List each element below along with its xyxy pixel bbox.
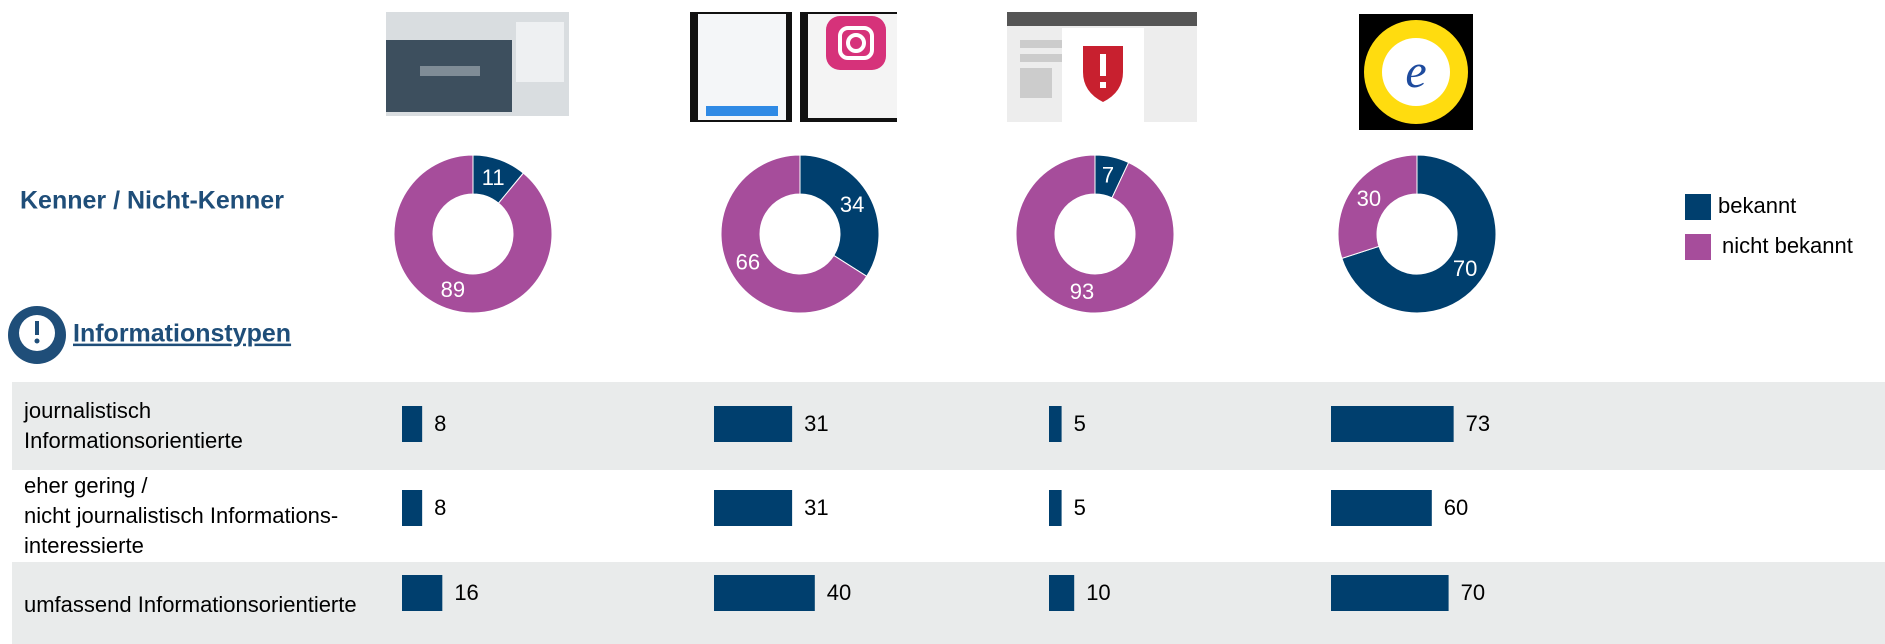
legend-label: nicht bekannt bbox=[1722, 233, 1853, 258]
donut-label: 66 bbox=[736, 249, 760, 274]
row-band bbox=[12, 562, 1885, 644]
bar-value-label: 31 bbox=[804, 411, 828, 436]
section-title: Informationstypen bbox=[73, 320, 291, 348]
donut-segment bbox=[393, 154, 553, 314]
bar bbox=[402, 406, 423, 442]
info-icon bbox=[35, 321, 39, 335]
svg-text:e: e bbox=[1405, 45, 1426, 98]
bar bbox=[1049, 490, 1062, 526]
donut-segment bbox=[720, 154, 868, 314]
bar-value-label: 73 bbox=[1466, 411, 1490, 436]
row-label: interessierte bbox=[24, 533, 144, 558]
bar-value-label: 70 bbox=[1461, 580, 1485, 605]
thumbnail-facebook bbox=[386, 12, 569, 116]
bar bbox=[1331, 406, 1454, 442]
donut-label: 93 bbox=[1070, 279, 1094, 304]
donut-segment bbox=[1341, 154, 1497, 314]
donut-label: 30 bbox=[1357, 186, 1381, 211]
donut-label: 34 bbox=[840, 192, 864, 217]
bar bbox=[714, 575, 815, 611]
bar bbox=[1331, 575, 1449, 611]
bar-value-label: 60 bbox=[1444, 495, 1468, 520]
donut-label: 70 bbox=[1453, 256, 1477, 281]
bar-value-label: 5 bbox=[1074, 411, 1086, 436]
donut-segment bbox=[1337, 154, 1418, 260]
donut-segment bbox=[799, 154, 880, 278]
donut-row-title: Kenner / Nicht-Kenner bbox=[20, 187, 284, 215]
row-label: eher gering / bbox=[24, 473, 148, 498]
bar bbox=[714, 406, 793, 442]
bar-value-label: 16 bbox=[454, 580, 478, 605]
donut-label: 89 bbox=[441, 277, 465, 302]
donut-label: 7 bbox=[1102, 163, 1114, 188]
bar bbox=[402, 490, 423, 526]
legend-swatch bbox=[1685, 194, 1711, 220]
bar-value-label: 8 bbox=[434, 411, 446, 436]
legend-label: bekannt bbox=[1718, 193, 1796, 218]
row-label: journalistisch bbox=[23, 398, 151, 423]
donut-label: 11 bbox=[482, 165, 505, 190]
thumbnail-instagram bbox=[690, 12, 897, 122]
bar-value-label: 31 bbox=[804, 495, 828, 520]
row-band bbox=[12, 382, 1885, 470]
bar-value-label: 8 bbox=[434, 495, 446, 520]
bar bbox=[1049, 406, 1062, 442]
row-label: nicht journalistisch Informations- bbox=[24, 503, 338, 528]
bar bbox=[714, 490, 793, 526]
bar bbox=[1049, 575, 1075, 611]
bar-value-label: 40 bbox=[827, 580, 851, 605]
bar-value-label: 10 bbox=[1086, 580, 1110, 605]
bar-value-label: 5 bbox=[1074, 495, 1086, 520]
row-label: umfassend Informationsorientierte bbox=[24, 592, 357, 617]
donut-segment bbox=[1015, 154, 1175, 314]
legend-swatch bbox=[1685, 234, 1711, 260]
thumbnail-trusted-shops: e bbox=[1359, 14, 1473, 130]
bar bbox=[402, 575, 443, 611]
row-label: Informationsorientierte bbox=[24, 428, 243, 453]
info-icon bbox=[34, 338, 40, 344]
thumbnail-browser bbox=[1007, 12, 1197, 122]
bar bbox=[1331, 490, 1432, 526]
